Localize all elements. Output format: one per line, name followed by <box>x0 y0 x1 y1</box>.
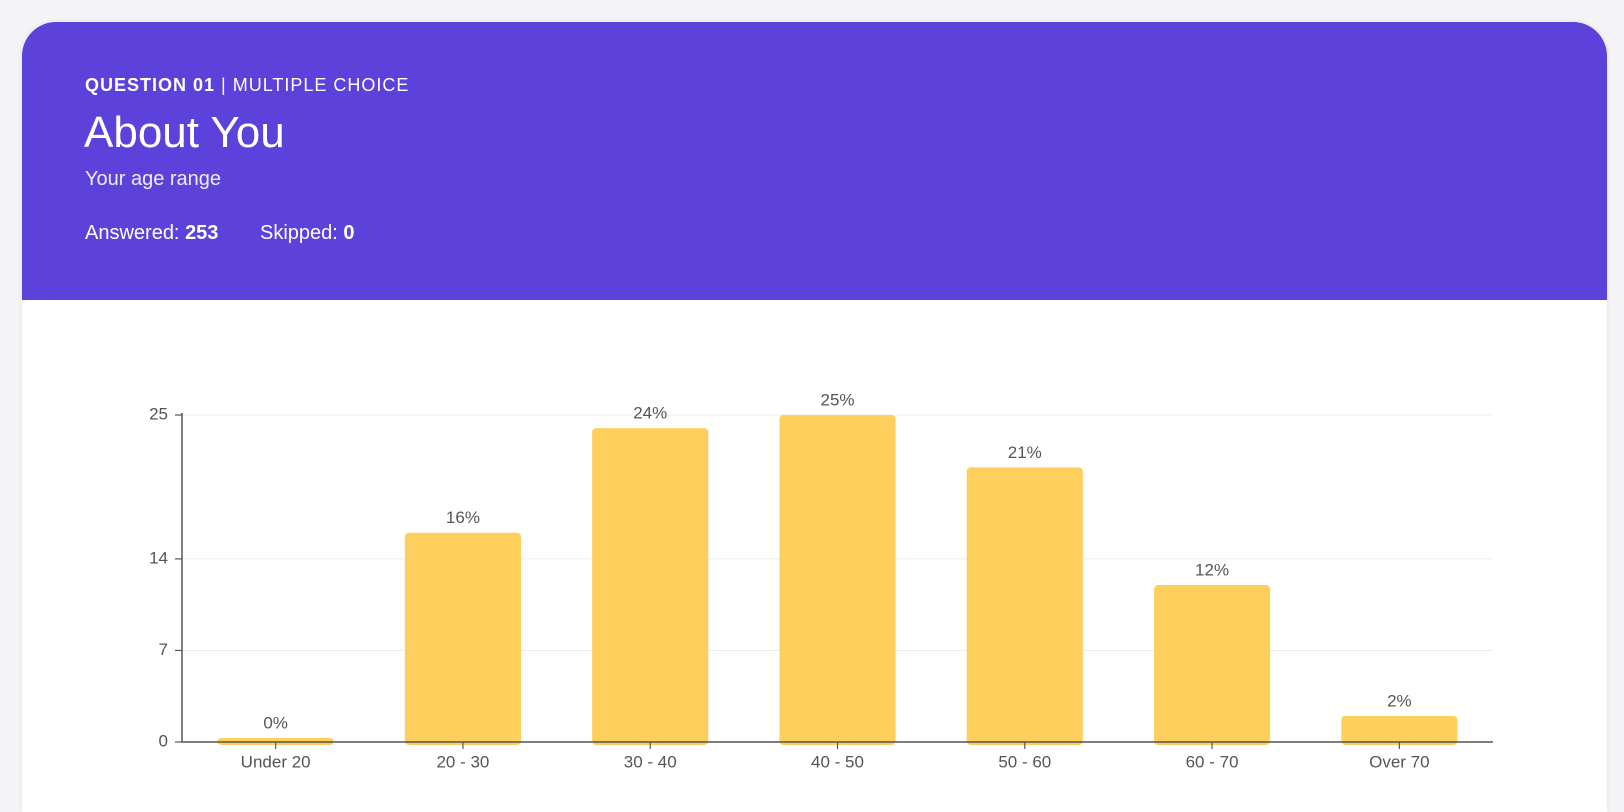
answered-label: Answered: <box>85 222 180 244</box>
question-kicker: QUESTION 01 | MULTIPLE CHOICE <box>85 75 410 95</box>
value-label: 24% <box>633 404 667 423</box>
y-tick-label: 0 <box>159 731 168 750</box>
answered-count: 253 <box>185 222 219 244</box>
x-tick-label: Under 20 <box>241 752 311 771</box>
question-title: About You <box>84 108 285 157</box>
x-tick-label: 50 - 60 <box>998 752 1051 771</box>
question-header: QUESTION 01 | MULTIPLE CHOICE About You … <box>22 22 1607 300</box>
x-tick-label: 40 - 50 <box>811 752 864 771</box>
bar <box>1341 715 1458 745</box>
bar <box>966 467 1083 745</box>
value-label: 12% <box>1195 561 1229 580</box>
bar <box>1154 585 1271 745</box>
page: {"header": {"question": "QUESTION 01", "… <box>22 22 1607 812</box>
x-tick-label: 60 - 70 <box>1186 752 1239 771</box>
y-tick-label: 7 <box>159 640 168 659</box>
value-label: 25% <box>820 390 854 409</box>
bar <box>779 415 896 745</box>
value-label: 16% <box>446 508 480 527</box>
bar <box>404 532 521 745</box>
y-tick-label: 25 <box>149 404 168 423</box>
x-tick-label: 30 - 40 <box>624 752 677 771</box>
x-tick-label: Over 70 <box>1369 752 1429 771</box>
question-number: QUESTION 01 <box>85 75 216 95</box>
value-label: 0% <box>263 713 288 732</box>
chart: 0 7 14 25 0% Under 20 16% 20 - 30 24% 30 - 40 25% 4… <box>149 390 1493 771</box>
value-label: 21% <box>1008 443 1042 462</box>
skipped-label: Skipped: <box>260 222 338 244</box>
value-label: 2% <box>1387 691 1412 710</box>
y-tick-label: 14 <box>149 548 168 567</box>
question-subtitle: Your age range <box>85 168 222 190</box>
skipped-count: 0 <box>343 222 355 244</box>
question-kind: MULTIPLE CHOICE <box>232 75 410 95</box>
stats: Answered: 253 Skipped: 0 <box>85 222 355 245</box>
bar <box>592 428 709 745</box>
x-tick-label: 20 - 30 <box>436 752 489 771</box>
